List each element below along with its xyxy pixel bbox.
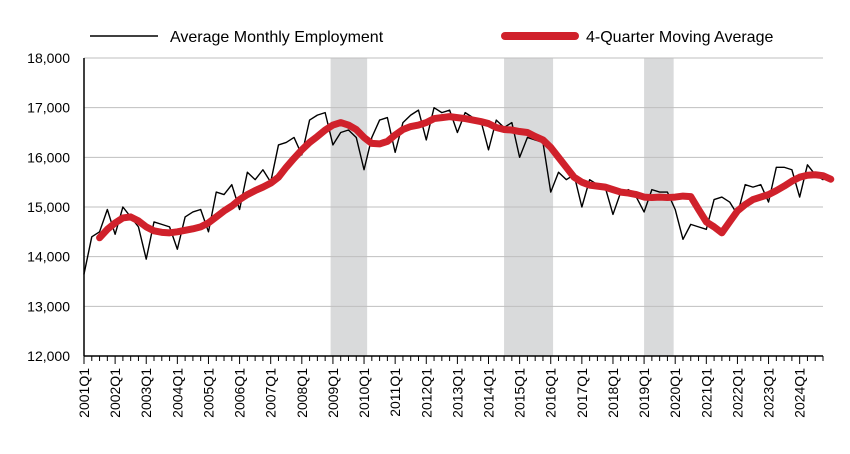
x-tick-label-2008Q1: 2008Q1 [294,368,310,418]
x-axis: 2001Q1 2002Q1 2003Q1 2004Q1 2005Q1 2006Q1 2007… [76,355,824,418]
x-tick-label-2014Q1: 2014Q1 [481,368,497,418]
y-tick-label-18000: 18,000 [27,50,70,66]
x-tick-label-2022Q1: 2022Q1 [729,368,745,418]
x-tick-label-2018Q1: 2018Q1 [605,368,621,418]
x-tick-label-2023Q1: 2023Q1 [761,368,777,418]
x-tick-label-2009Q1: 2009Q1 [325,368,341,418]
legend-label-moving-average: 4-Quarter Moving Average [586,29,773,46]
x-tick-label-2024Q1: 2024Q1 [792,368,808,418]
legend: Average Monthly Employment 4-Quarter Mov… [90,29,773,46]
x-tick-label-2020Q1: 2020Q1 [667,368,683,418]
y-tick-label-12000: 12,000 [27,348,70,364]
x-tick-label-2016Q1: 2016Q1 [543,368,559,418]
x-tick-label-2006Q1: 2006Q1 [232,368,248,418]
x-tick-label-2021Q1: 2021Q1 [698,368,714,418]
x-tick-label-2004Q1: 2004Q1 [169,368,185,418]
series-line-monthly [83,106,824,275]
x-tick-label-2003Q1: 2003Q1 [138,368,154,418]
x-tick-label-2011Q1: 2011Q1 [387,368,403,417]
y-tick-label-15000: 15,000 [27,199,70,215]
x-tick-label-2002Q1: 2002Q1 [107,368,123,418]
y-tick-label-16000: 16,000 [27,149,70,165]
x-tick-label-2001Q1: 2001Q1 [76,368,92,418]
x-tick-label-2019Q1: 2019Q1 [636,368,652,418]
y-tick-label-14000: 14,000 [27,249,70,265]
series-line-moving-average [96,113,835,242]
y-tick-label-13000: 13,000 [27,298,70,314]
gridlines [83,57,823,356]
legend-label-monthly: Average Monthly Employment [170,29,384,46]
x-tick-label-2015Q1: 2015Q1 [512,368,528,418]
x-tick-label-2005Q1: 2005Q1 [200,368,216,418]
y-axis-tick-labels: 12,000 13,000 14,000 15,000 16,000 17,000 18,0… [27,50,70,364]
y-tick-label-17000: 17,000 [27,100,70,116]
x-tick-label-2017Q1: 2017Q1 [574,368,590,418]
x-tick-label-2013Q1: 2013Q1 [449,368,465,418]
series-lines [83,106,835,275]
x-tick-label-2010Q1: 2010Q1 [356,368,372,418]
x-tick-label-2012Q1: 2012Q1 [418,368,434,418]
x-tick-label-2007Q1: 2007Q1 [263,368,279,418]
